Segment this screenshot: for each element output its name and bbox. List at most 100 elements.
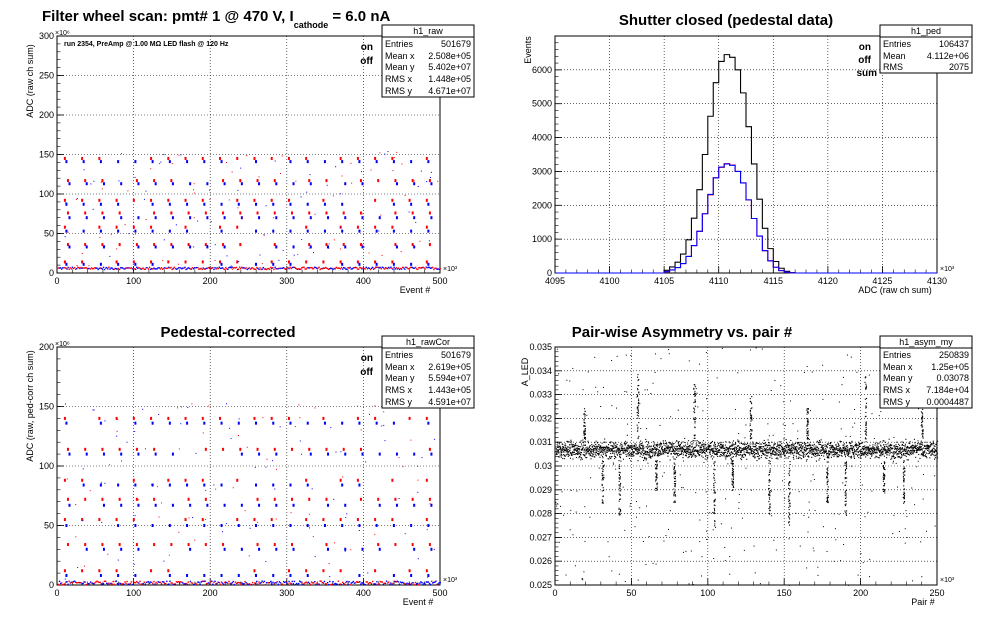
baseline-point [202,267,204,269]
asym-point [926,447,928,449]
stats-value: 1.443e+05 [428,385,471,395]
baseline-point [350,268,352,270]
asym-point [558,443,560,445]
asym-point [862,453,865,455]
baseline-point [294,583,297,586]
asym-point [841,452,843,454]
stats-value: 4.112e+06 [927,51,969,61]
asym-point [684,451,687,454]
baseline-point [332,268,334,271]
y-tick-label: 0.025 [529,580,552,590]
asym-point [815,450,817,452]
asym-point [719,442,721,444]
asym-point [893,456,895,458]
baseline-point [376,581,378,583]
spike-point [714,498,716,500]
scatter-point [209,189,211,191]
asym-point [934,457,936,459]
baseline-point [122,583,124,585]
asym-point [704,448,706,450]
asym-point [731,452,733,454]
asym-point [826,453,828,455]
off-point [137,182,140,186]
asym-point [638,448,640,450]
asym-point [618,447,620,449]
asym-point [639,443,641,445]
asym-point [636,447,638,449]
asym-point [850,444,852,447]
asym-point [877,448,879,450]
asym-point [726,448,728,450]
asym-point [573,446,575,448]
asym-point [776,446,778,448]
asym-point [601,450,603,452]
asym-point [898,448,900,451]
baseline-point [260,581,262,584]
baseline-point [111,583,113,585]
scatter-point [333,239,335,241]
scatter-point [205,518,207,520]
asym-point [606,449,608,451]
scatter-point [101,521,103,523]
asym-point [788,449,790,451]
asym-point [589,449,591,451]
asym-point [763,442,765,444]
asym-point [863,446,865,448]
on-point [308,211,311,215]
off-point [392,229,395,233]
spike-point [675,480,677,482]
scatter-point [410,439,412,441]
asym-point [654,447,656,449]
baseline-point [95,267,97,269]
baseline-point [246,582,248,585]
spike-point [618,508,620,510]
asym-point [931,444,933,446]
asym-point [874,457,876,459]
on-point [84,447,87,451]
baseline-point [378,267,380,269]
off-point [258,216,261,220]
asym-point [865,448,867,450]
asym-point [910,453,912,455]
spike-point [713,492,715,494]
spike-point [673,472,675,474]
spike-point [713,468,715,470]
baseline-point [138,582,140,584]
asym-point [762,452,764,454]
scatter-point [92,409,94,411]
asym-point [672,456,674,458]
asym-point [868,449,871,451]
scatter-point [82,468,84,470]
scatter-point [361,213,363,215]
asym-point [707,444,709,446]
baseline-point [277,267,280,270]
on-point [322,416,325,420]
baseline-point [305,268,307,270]
scatter-point [76,199,78,201]
scatter-point [341,175,343,177]
asym-point [898,453,900,455]
asym-point [572,458,574,460]
asym-point [684,442,686,444]
asym-point [878,448,880,450]
spike-point [714,521,716,523]
baseline-point [200,581,202,583]
asym-point [641,456,643,458]
asym-point [768,449,770,451]
off-point [344,452,347,456]
scatter-point [156,486,158,488]
spike-point [584,422,586,424]
asym-point [811,450,813,452]
baseline-point [324,266,327,269]
asym-point [836,453,838,455]
asym-point [597,441,599,444]
asym-point [922,447,924,449]
asym-point [889,444,891,446]
asym-point [889,443,892,445]
baseline-point [108,266,110,268]
asym-point [802,447,804,449]
baseline-point [180,267,182,269]
baseline-point [391,267,393,270]
asym-point [648,452,650,454]
asym-point [776,448,779,450]
